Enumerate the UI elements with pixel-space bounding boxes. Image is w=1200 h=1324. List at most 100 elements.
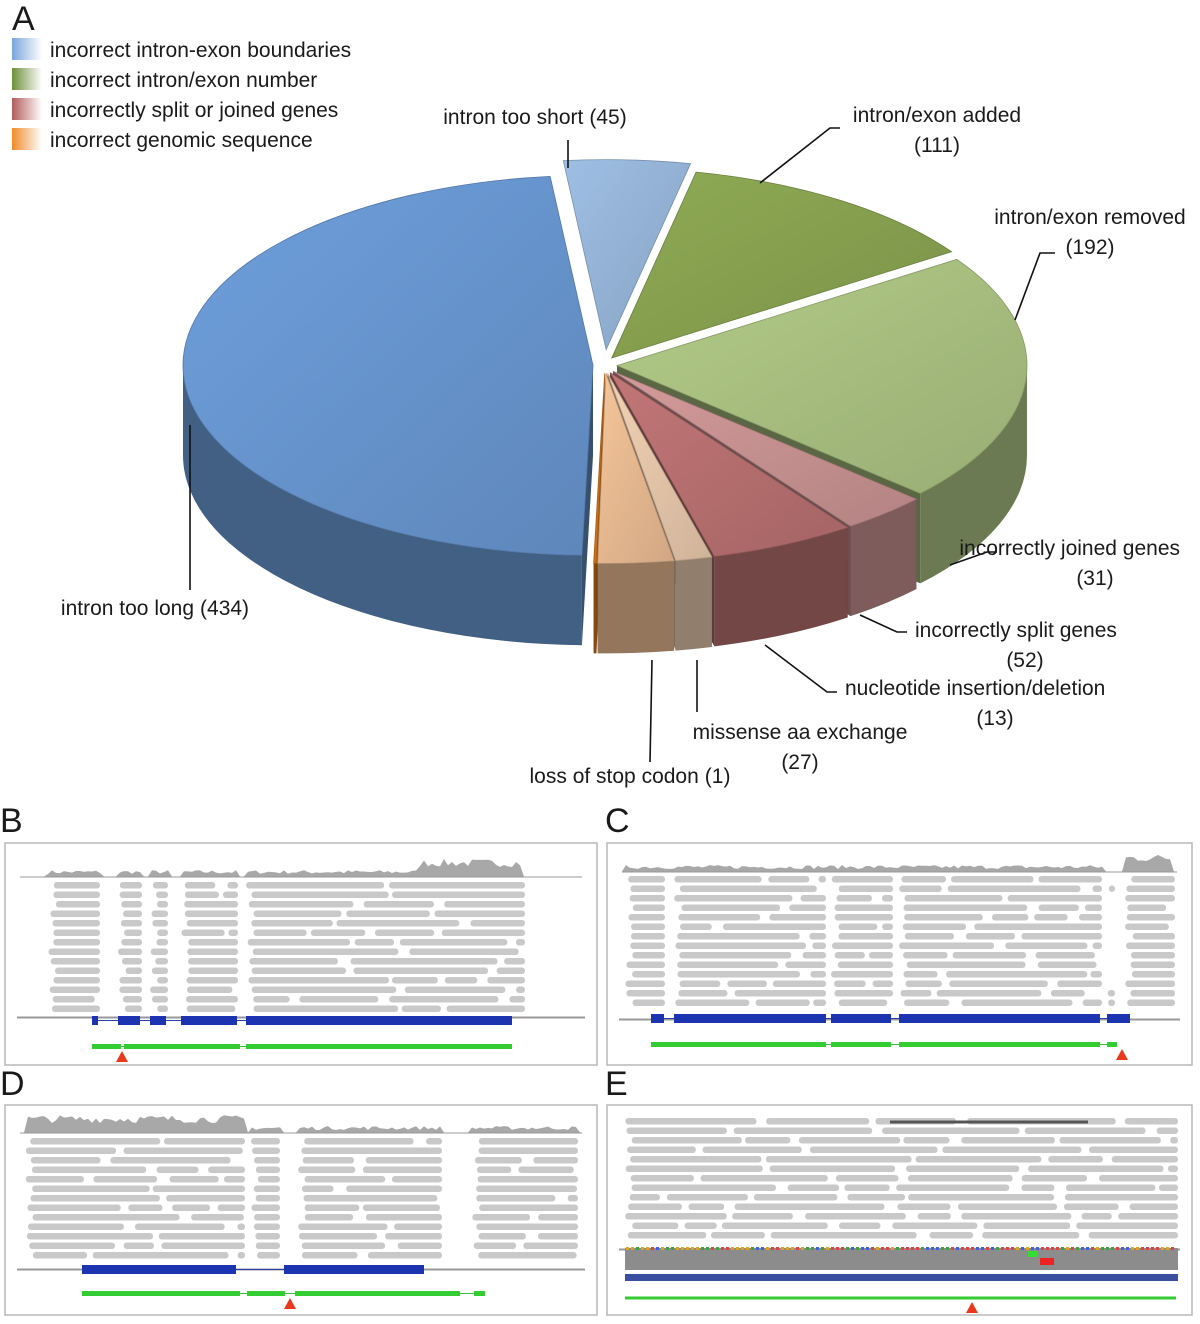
read (476, 1195, 556, 1202)
read (834, 914, 893, 921)
read (1125, 895, 1175, 902)
read (362, 1166, 442, 1173)
read (251, 967, 346, 974)
read (50, 958, 100, 965)
read (124, 929, 142, 936)
read (834, 990, 893, 997)
read (27, 1223, 124, 1230)
read (906, 961, 1026, 968)
base (681, 1247, 684, 1250)
read (253, 1223, 280, 1230)
read (30, 1195, 160, 1202)
translation (625, 1274, 1178, 1281)
read (125, 967, 142, 974)
read (152, 1185, 245, 1192)
read (353, 967, 489, 974)
read (1088, 1232, 1178, 1239)
read (157, 929, 168, 936)
read (128, 1204, 163, 1211)
read (1038, 876, 1102, 883)
base (781, 1247, 784, 1250)
read (362, 1204, 441, 1211)
exon (82, 1265, 236, 1274)
read (157, 901, 168, 908)
slice-name: loss of stop codon (530, 765, 699, 788)
base (996, 1247, 999, 1250)
read (629, 895, 665, 902)
read (1057, 980, 1102, 987)
read (679, 952, 792, 959)
slice-label: intron too short (45) (443, 106, 626, 129)
read (509, 996, 525, 1003)
read (48, 948, 100, 955)
base (676, 1247, 679, 1250)
read (1038, 904, 1079, 911)
slice-name: intron/exon removed (994, 206, 1185, 229)
read (123, 910, 142, 917)
slice-name: intron too long (61, 597, 194, 620)
read (700, 1175, 828, 1182)
legend-swatch (12, 38, 42, 60)
base (811, 1247, 814, 1250)
base (786, 1247, 789, 1250)
read (156, 891, 168, 898)
read (907, 1175, 1013, 1182)
read (523, 1242, 578, 1249)
read (478, 1138, 578, 1145)
base (1031, 1247, 1034, 1250)
base (776, 1247, 779, 1250)
read (1127, 904, 1167, 911)
read (787, 1184, 840, 1191)
base (1041, 1247, 1044, 1250)
base (716, 1247, 719, 1250)
read (974, 923, 1102, 930)
read (769, 1165, 896, 1172)
base (656, 1247, 659, 1250)
base (691, 1247, 694, 1250)
leader-line (1014, 252, 1055, 321)
base (651, 1247, 654, 1250)
read (152, 920, 168, 927)
base (1161, 1247, 1164, 1250)
read (538, 1214, 578, 1221)
read (474, 1157, 522, 1164)
legend-swatch (12, 98, 42, 120)
read (121, 901, 142, 908)
read (32, 1252, 88, 1259)
read (1107, 990, 1115, 997)
read (255, 1166, 280, 1173)
read (1005, 942, 1088, 949)
read (1126, 885, 1175, 892)
error-marker (116, 1051, 128, 1062)
read (186, 996, 238, 1003)
slice-value: (1) (705, 765, 731, 788)
read (181, 929, 225, 936)
leader-line (759, 127, 840, 184)
read (55, 901, 100, 908)
read (768, 876, 810, 883)
read (25, 1176, 84, 1183)
variant (1040, 1258, 1054, 1265)
read (755, 999, 810, 1006)
read (479, 1204, 578, 1211)
slice-label: loss of stop codon (1) (530, 765, 731, 788)
read (119, 986, 142, 993)
read (961, 1137, 1055, 1144)
read (254, 1157, 280, 1164)
model-exon (92, 1044, 121, 1049)
exon (674, 1014, 826, 1023)
read (1064, 1194, 1178, 1201)
read (389, 996, 499, 1003)
error-marker (966, 1302, 978, 1313)
read (255, 1195, 280, 1202)
read (253, 996, 290, 1003)
read (298, 1233, 378, 1240)
read (472, 1214, 531, 1221)
base (731, 1247, 734, 1250)
read (627, 1232, 707, 1239)
read (397, 1242, 442, 1249)
read (50, 910, 100, 917)
read (1158, 1184, 1178, 1191)
read (812, 942, 826, 949)
